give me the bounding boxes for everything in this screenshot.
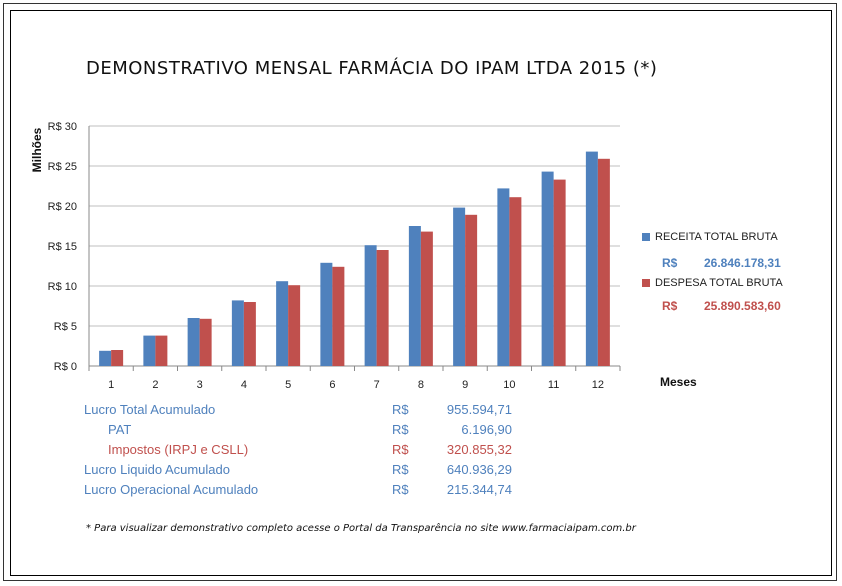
x-tick-label: 11 — [548, 379, 559, 391]
x-axis-label: Meses — [660, 375, 697, 389]
legend-receita-value: 26.846.178,31 — [704, 256, 781, 270]
bar-despesa — [155, 335, 168, 366]
y-tick-label: R$ 25 — [48, 161, 77, 173]
x-tick-label: 6 — [329, 379, 335, 391]
summary-currency: R$ — [392, 462, 409, 477]
summary-value: 215.344,74 — [446, 482, 512, 497]
bar-despesa — [553, 179, 566, 366]
bar-receita — [585, 151, 598, 366]
legend-receita-currency: R$ — [662, 256, 678, 270]
legend-despesa-value: 25.890.583,60 — [704, 299, 781, 313]
bar-receita — [453, 207, 466, 366]
legend-receita: RECEITA TOTAL BRUTA — [642, 231, 778, 243]
footnote: * Para visualizar demonstrativo completo… — [86, 523, 636, 534]
x-tick-label: 7 — [374, 379, 380, 391]
summary-value: 640.936,29 — [446, 462, 512, 477]
summary-currency: R$ — [392, 442, 409, 457]
summary-row: Lucro Operacional Acumulado R$ 215.344,74 — [84, 482, 512, 498]
bar-despesa — [243, 302, 256, 366]
bar-receita — [276, 281, 289, 366]
summary-currency: R$ — [392, 402, 409, 417]
summary-row: PAT R$ 6.196,90 — [84, 422, 512, 438]
legend-despesa-currency: R$ — [662, 299, 678, 313]
bar-despesa — [597, 158, 610, 366]
summary-label: Lucro Operacional Acumulado — [84, 482, 259, 497]
summary-label: PAT — [108, 422, 132, 437]
x-tick-label: 4 — [241, 379, 247, 391]
bar-despesa — [111, 350, 124, 366]
x-tick-label: 5 — [285, 379, 291, 391]
y-tick-label: R$ 5 — [54, 321, 77, 333]
y-tick-label: R$ 30 — [48, 121, 77, 133]
y-tick-label: R$ 20 — [48, 201, 77, 213]
bar-receita — [143, 335, 156, 366]
bar-despesa — [420, 231, 433, 366]
bar-receita — [187, 318, 200, 366]
summary-label: Impostos (IRPJ e CSLL) — [108, 442, 249, 457]
x-tick-label: 3 — [197, 379, 203, 391]
x-tick-label: 9 — [462, 379, 468, 391]
y-axis-label: Milhões — [30, 127, 44, 172]
bar-despesa — [465, 214, 478, 366]
y-tick-label: R$ 15 — [48, 241, 77, 253]
bar-receita — [497, 188, 510, 366]
x-tick-label: 2 — [152, 379, 158, 391]
bar-receita — [320, 262, 333, 366]
x-tick-label: 12 — [592, 379, 604, 391]
legend-despesa-swatch — [642, 279, 650, 288]
bar-receita — [408, 226, 421, 366]
outer-frame — [3, 3, 837, 581]
y-tick-label: R$ 0 — [54, 361, 77, 373]
y-tick-label: R$ 10 — [48, 281, 77, 293]
summary-label: Lucro Total Acumulado — [84, 402, 216, 417]
bar-despesa — [509, 197, 522, 366]
legend-despesa: DESPESA TOTAL BRUTA — [642, 277, 783, 289]
bar-despesa — [288, 285, 301, 366]
bar-receita — [231, 300, 244, 366]
summary-currency: R$ — [392, 482, 409, 497]
summary-currency: R$ — [392, 422, 409, 437]
x-tick-label: 10 — [503, 379, 515, 391]
inner-frame — [10, 10, 832, 576]
bar-despesa — [332, 266, 345, 366]
summary-value: 955.594,71 — [446, 402, 512, 417]
legend-despesa-label: DESPESA TOTAL BRUTA — [655, 277, 783, 289]
x-tick-label: 1 — [108, 379, 114, 391]
x-tick-label: 8 — [418, 379, 424, 391]
legend-receita-label: RECEITA TOTAL BRUTA — [655, 231, 778, 243]
bar-despesa — [199, 318, 212, 366]
chart-title: DEMONSTRATIVO MENSAL FARMÁCIA DO IPAM LT… — [86, 58, 658, 79]
bar-receita — [99, 350, 112, 366]
bar-receita — [541, 171, 554, 366]
bar-receita — [364, 245, 377, 366]
legend-receita-swatch — [642, 233, 650, 242]
summary-row: Impostos (IRPJ e CSLL) R$ 320.855,32 — [84, 442, 512, 458]
summary-value: 6.196,90 — [461, 422, 512, 437]
summary-row: Lucro Total Acumulado R$ 955.594,71 — [84, 402, 512, 418]
summary-row: Lucro Liquido Acumulado R$ 640.936,29 — [84, 462, 512, 478]
bar-despesa — [376, 250, 389, 366]
summary-value: 320.855,32 — [446, 442, 512, 457]
summary-label: Lucro Liquido Acumulado — [84, 462, 230, 477]
